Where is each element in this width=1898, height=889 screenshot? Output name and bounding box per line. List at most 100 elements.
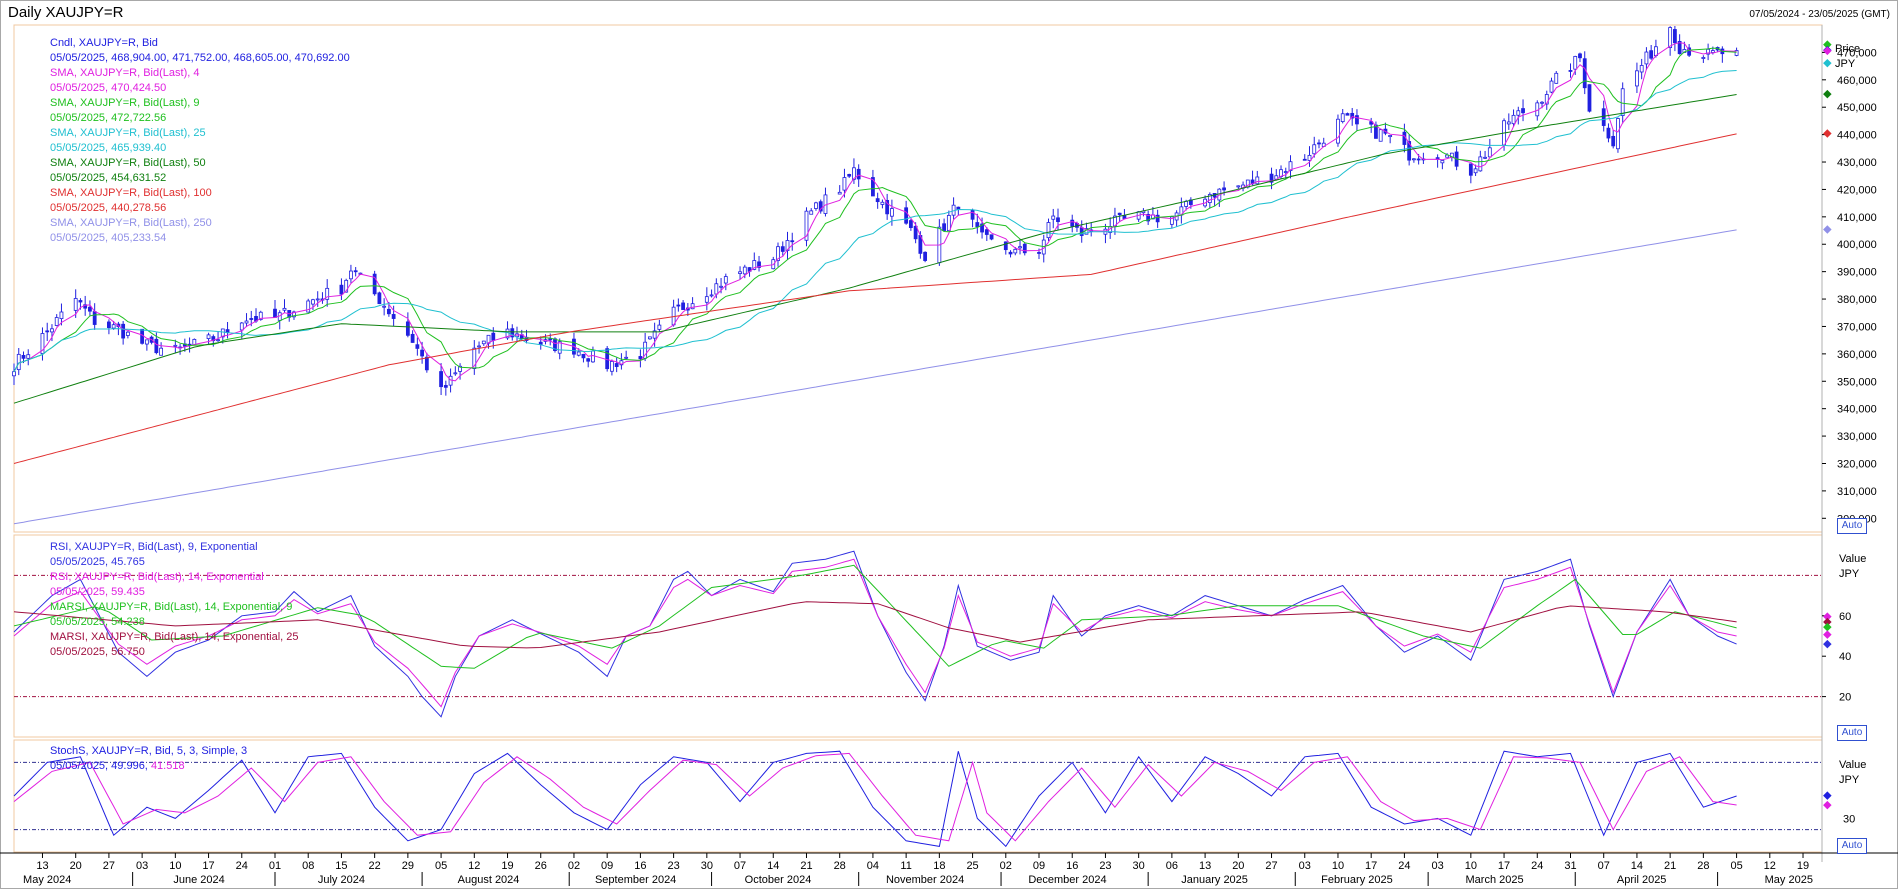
- x-day-label: 02: [1000, 860, 1012, 872]
- candle-body: [1487, 147, 1492, 158]
- x-day-label: 21: [800, 860, 812, 872]
- candle-body: [1236, 185, 1241, 188]
- candle-body: [1582, 58, 1587, 89]
- candle-body: [121, 323, 126, 339]
- candle-body: [1549, 80, 1554, 93]
- x-day-label: 07: [1598, 860, 1610, 872]
- candle-body: [239, 322, 244, 331]
- candle-body: [50, 328, 54, 333]
- candle-body: [1677, 40, 1682, 55]
- candle-body: [818, 201, 823, 212]
- candle-body: [1037, 252, 1041, 254]
- overlay-sma-4: [13, 42, 1737, 382]
- x-day-label: 16: [1066, 860, 1078, 872]
- candle-body: [757, 261, 761, 268]
- candle-body: [311, 299, 315, 305]
- rsi-axis-title: Value: [1839, 553, 1866, 565]
- x-day-label: 17: [1365, 860, 1377, 872]
- panel-frames: [0, 24, 1898, 862]
- overlay-sma-100: [13, 133, 1737, 464]
- marker-sma250: [1823, 225, 1832, 234]
- x-day-label: 24: [1531, 860, 1543, 872]
- stoch-auto-scale-button[interactable]: Auto: [1837, 838, 1867, 854]
- candle-body: [1701, 57, 1706, 59]
- legend-value: 05/05/2025, 45.765: [50, 556, 145, 568]
- candle-body: [410, 333, 415, 343]
- candle-body: [1355, 115, 1359, 125]
- candle-body: [1511, 114, 1516, 125]
- candle-body: [975, 222, 980, 228]
- x-day-label: 09: [601, 860, 613, 872]
- legend-label: Cndl, XAUJPY=R, Bid: [50, 37, 158, 49]
- rsi-auto-scale-button[interactable]: Auto: [1837, 725, 1867, 741]
- candle-body: [690, 303, 695, 310]
- candle-body: [852, 167, 856, 180]
- price-axis-unit: JPY: [1835, 58, 1856, 70]
- x-day-label: 09: [1033, 860, 1045, 872]
- price-tick-label: 360,000: [1837, 349, 1877, 361]
- x-day-label: 03: [1299, 860, 1311, 872]
- overlay-sma-50: [13, 94, 1737, 404]
- candle-body: [405, 321, 410, 336]
- candle-body: [1340, 113, 1345, 122]
- candle-body: [709, 294, 714, 297]
- x-day-label: 04: [867, 860, 879, 872]
- candle-body: [885, 200, 890, 215]
- candle-body: [856, 168, 861, 180]
- x-month-label: June 2024: [173, 874, 224, 886]
- candle-body: [1710, 50, 1715, 53]
- candle-body: [1734, 50, 1739, 56]
- candle-body: [282, 307, 287, 311]
- candle-body: [1578, 53, 1582, 59]
- legend-value: 05/05/2025, 405,233.54: [50, 232, 166, 244]
- x-day-label: 12: [1764, 860, 1776, 872]
- legend-label: MARSI, XAUJPY=R, Bid(Last), 14, Exponent…: [50, 631, 299, 643]
- legend-value: 05/05/2025, 470,424.50: [50, 82, 166, 94]
- candle-body: [652, 330, 657, 339]
- legend-value: 05/05/2025, 56.750: [50, 646, 145, 658]
- marker-sma25: [1823, 58, 1832, 68]
- marker-rsi9: [1823, 639, 1832, 649]
- candle-body: [78, 300, 83, 303]
- legend-label: SMA, XAUJPY=R, Bid(Last), 9: [50, 97, 199, 109]
- price-tick-label: 320,000: [1837, 458, 1877, 470]
- candle-body: [591, 350, 595, 363]
- x-month-label: April 2025: [1617, 874, 1667, 886]
- x-month-label: February 2025: [1321, 874, 1393, 886]
- candle-body: [1440, 160, 1445, 164]
- candle-body: [1407, 141, 1412, 161]
- candle-body: [1506, 121, 1511, 125]
- candle-body: [776, 246, 780, 261]
- candle-body: [847, 174, 852, 177]
- candle-body: [1008, 251, 1013, 255]
- candle-body: [88, 306, 92, 312]
- marker-stoch-d: [1823, 800, 1832, 810]
- candle-body: [1473, 168, 1478, 174]
- candle-body: [1411, 158, 1416, 161]
- legend-label: SMA, XAUJPY=R, Bid(Last), 100: [50, 187, 212, 199]
- candle-body: [1573, 56, 1578, 70]
- x-day-label: 24: [1398, 860, 1410, 872]
- x-day-label: 30: [701, 860, 713, 872]
- price-auto-scale-button[interactable]: Auto: [1837, 518, 1867, 534]
- overlay-sma-25: [13, 70, 1737, 372]
- x-day-label: 18: [933, 860, 945, 872]
- candle-body: [1649, 50, 1654, 59]
- price-tick-label: 310,000: [1837, 486, 1877, 498]
- x-day-label: 23: [1099, 860, 1111, 872]
- candle-body: [1022, 243, 1027, 254]
- candle-body: [1468, 163, 1473, 176]
- candle-body: [107, 321, 111, 329]
- candle-body: [273, 308, 277, 318]
- stoch-axis-unit: JPY: [1839, 774, 1860, 786]
- candle-body: [372, 273, 377, 295]
- x-day-label: 10: [1465, 860, 1477, 872]
- marker-rsi14b: [1823, 630, 1832, 639]
- candle-body: [216, 339, 220, 342]
- x-day-label: 17: [202, 860, 214, 872]
- price-tick-label: 390,000: [1837, 267, 1877, 279]
- candle-body: [1155, 214, 1160, 223]
- candle-body: [1122, 215, 1127, 219]
- x-day-label: 20: [70, 860, 82, 872]
- candle-body: [742, 266, 747, 275]
